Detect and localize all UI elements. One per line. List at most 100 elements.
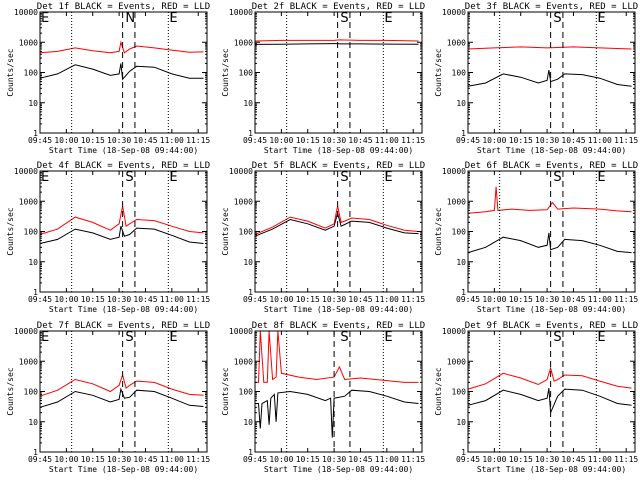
x-axis-label: Start Time (18-Sep-08 09:44:00)	[49, 465, 198, 474]
series-line	[467, 388, 632, 413]
x-tick-label: 10:45	[348, 136, 372, 145]
series-line	[467, 186, 632, 214]
y-tick-label: 10000	[442, 327, 466, 336]
y-tick-label: 10	[456, 258, 466, 267]
y-tick-label: 1000	[234, 357, 253, 366]
y-tick-label: 1	[461, 129, 466, 138]
chart-panel: Det 9f BLACK = Events, RED = LLD 1 10 100 10…	[434, 321, 638, 474]
chart-panel: Det 6f BLACK = Events, RED = LLD 1 10 100 10…	[434, 161, 638, 314]
region-marker-label: N	[125, 11, 135, 26]
x-tick-label: 10:30	[322, 295, 346, 304]
x-tick-label: 10:15	[81, 295, 105, 304]
x-tick-label: 11:15	[401, 295, 425, 304]
x-tick-label: 11:15	[401, 455, 425, 464]
panel-title: Det 1f BLACK = Events, RED = LLD	[37, 2, 210, 12]
y-tick-label: 10000	[229, 8, 253, 17]
x-tick-label: 10:30	[535, 455, 559, 464]
plot-frame	[467, 170, 636, 293]
region-marker-label: E	[169, 11, 177, 26]
panel-title: Det 2f BLACK = Events, RED = LLD	[252, 2, 425, 12]
x-tick-label: 10:30	[535, 136, 559, 145]
y-tick-label: 1000	[447, 357, 466, 366]
series-line	[467, 70, 632, 87]
y-tick-label: 1	[461, 288, 466, 297]
series-line	[255, 330, 419, 383]
x-tick-label: 10:00	[269, 295, 293, 304]
y-tick-label: 1000	[19, 357, 38, 366]
x-tick-label: 10:45	[133, 136, 157, 145]
x-tick-label: 10:15	[509, 455, 533, 464]
region-marker-label: E	[169, 330, 177, 345]
panel-title: Det 3f BLACK = Events, RED = LLD	[465, 2, 638, 12]
x-tick-label: 11:15	[614, 455, 638, 464]
x-tick-label: 10:00	[54, 455, 78, 464]
x-tick-label: 10:15	[296, 295, 320, 304]
y-axis-label: Counts/sec	[434, 367, 443, 415]
x-tick-label: 10:00	[54, 295, 78, 304]
x-tick-label: 10:15	[296, 455, 320, 464]
x-tick-label: 11:00	[375, 455, 399, 464]
x-tick-label: 10:00	[269, 136, 293, 145]
x-axis-label: Start Time (18-Sep-08 09:44:00)	[49, 146, 198, 155]
region-marker-label: E	[597, 11, 605, 26]
x-tick-label: 10:45	[561, 455, 585, 464]
x-axis-label: Start Time (18-Sep-08 09:44:00)	[264, 305, 413, 314]
y-tick-label: 10000	[14, 327, 38, 336]
region-marker-label: E	[384, 330, 392, 345]
x-tick-label: 10:45	[561, 136, 585, 145]
region-marker-label: S	[553, 11, 561, 26]
x-tick-label: 11:15	[614, 295, 638, 304]
y-tick-label: 1000	[447, 38, 466, 47]
y-tick-label: 10	[243, 99, 253, 108]
y-axis-label: Counts/sec	[221, 367, 230, 415]
region-marker-label: E	[41, 330, 49, 345]
series-line	[39, 205, 204, 235]
series-line	[254, 211, 419, 237]
plot-frame	[254, 170, 423, 293]
plot-frame	[467, 330, 636, 453]
x-tick-label: 11:00	[588, 136, 612, 145]
y-tick-label: 10	[456, 99, 466, 108]
x-tick-label: 10:30	[535, 295, 559, 304]
y-axis-label: Counts/sec	[434, 48, 443, 96]
x-tick-label: 09:45	[243, 136, 267, 145]
x-tick-label: 10:30	[322, 455, 346, 464]
plot-frame	[39, 170, 208, 293]
x-axis-label: Start Time (18-Sep-08 09:44:00)	[477, 146, 626, 155]
series-line	[254, 205, 419, 235]
x-tick-label: 10:00	[482, 136, 506, 145]
panel-title: Det 9f BLACK = Events, RED = LLD	[465, 321, 638, 331]
x-tick-label: 09:45	[456, 455, 480, 464]
x-tick-label: 11:15	[401, 136, 425, 145]
y-tick-label: 100	[24, 69, 39, 78]
y-tick-label: 10000	[14, 167, 38, 176]
series-line	[39, 387, 204, 408]
region-marker-label: E	[384, 11, 392, 26]
x-tick-label: 11:00	[375, 295, 399, 304]
x-tick-label: 11:00	[588, 455, 612, 464]
panel-title: Det 5f BLACK = Events, RED = LLD	[252, 161, 425, 171]
y-tick-label: 1	[33, 129, 38, 138]
y-tick-label: 100	[452, 228, 467, 237]
x-tick-label: 10:30	[107, 136, 131, 145]
x-tick-label: 09:45	[243, 295, 267, 304]
x-tick-label: 10:45	[348, 295, 372, 304]
x-tick-label: 10:45	[133, 295, 157, 304]
x-tick-label: 10:15	[81, 455, 105, 464]
x-tick-label: 10:15	[296, 136, 320, 145]
plot-frame	[254, 11, 423, 134]
region-marker-label: E	[41, 11, 49, 26]
series-line	[255, 389, 419, 438]
x-tick-label: 10:30	[107, 295, 131, 304]
chart-panel: Det 7f BLACK = Events, RED = LLD 1 10 100 10…	[6, 321, 210, 474]
y-axis-label: Counts/sec	[6, 367, 15, 415]
x-tick-label: 10:00	[482, 295, 506, 304]
x-tick-label: 10:00	[54, 136, 78, 145]
y-tick-label: 100	[239, 69, 254, 78]
y-axis-label: Counts/sec	[6, 48, 15, 96]
x-tick-label: 10:45	[561, 295, 585, 304]
y-tick-label: 10	[28, 258, 38, 267]
y-tick-label: 10	[243, 258, 253, 267]
panel-title: Det 4f BLACK = Events, RED = LLD	[37, 161, 210, 171]
